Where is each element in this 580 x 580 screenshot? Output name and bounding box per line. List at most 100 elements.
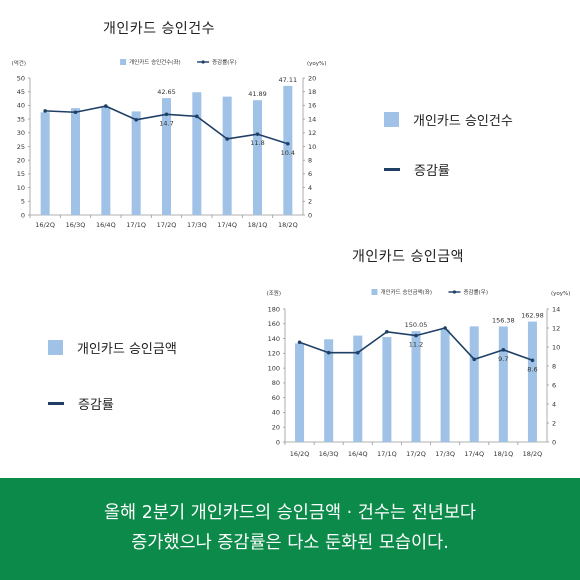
bar xyxy=(527,321,537,442)
right-tick-label: 8 xyxy=(552,362,556,370)
left-tick-label: 140 xyxy=(268,335,280,343)
bar xyxy=(71,108,80,215)
growth-rate-point xyxy=(225,137,229,141)
bar-data-label: 150.05 xyxy=(405,321,428,329)
left-tick-label: 120 xyxy=(268,350,280,358)
x-tick-label: 17/4Q xyxy=(464,450,484,458)
left-axis-unit: (억건) xyxy=(12,59,26,67)
legend-label: 개인카드 승인건수 xyxy=(413,114,513,129)
left-tick-label: 60 xyxy=(272,394,280,402)
growth-data-label: 10.4 xyxy=(281,149,295,157)
x-tick-label: 16/4Q xyxy=(96,221,116,229)
inner-legend-line-marker xyxy=(201,60,205,64)
caption-line-2: 증가했으나 증감률은 다소 둔화된 모습이다. xyxy=(131,533,449,553)
legend-item-count: 개인카드 승인건수 xyxy=(384,110,513,129)
legend-item-growth: 증감률 xyxy=(48,394,114,413)
bar xyxy=(295,343,305,442)
caption-line-1: 올해 2분기 개인카드의 승인금액 · 건수는 전년보다 xyxy=(103,503,477,523)
top-chart: (억건) (yoy%) 0 5 10 15 20 25 30 35 40 45 50 0 2 4 6 8 10 12 1… xyxy=(12,58,327,229)
growth-rate-point xyxy=(501,348,506,352)
bar xyxy=(411,331,421,442)
inner-legend-bar-label: 개인카드 승인금액(좌) xyxy=(380,288,432,296)
left-tick-label: 50 xyxy=(17,74,25,82)
caption-banner: 올해 2분기 개인카드의 승인금액 · 건수는 전년보다 증가했으나 증감률은 … xyxy=(0,478,580,580)
right-tick-label: 14 xyxy=(552,305,560,313)
right-tick-label: 20 xyxy=(308,74,316,82)
growth-rate-point xyxy=(286,141,290,146)
growth-rate-point xyxy=(104,104,108,108)
x-tick-label: 16/3Q xyxy=(319,450,339,458)
bar xyxy=(101,107,111,215)
left-tick-label: 40 xyxy=(17,102,25,110)
bar xyxy=(498,326,508,442)
legend-item-growth: 증감률 xyxy=(384,160,450,179)
growth-rate-point xyxy=(443,326,447,330)
bar xyxy=(382,337,392,442)
bar xyxy=(192,92,202,215)
right-tick-label: 10 xyxy=(308,143,316,151)
right-tick-label: 2 xyxy=(308,198,312,206)
bar xyxy=(324,339,334,442)
growth-data-label: 14.7 xyxy=(159,119,173,127)
bar-data-label: 47.11 xyxy=(279,76,298,84)
top-chart-title: 개인카드 승인건수 xyxy=(103,21,215,37)
inner-legend-bar-swatch xyxy=(120,59,127,65)
left-tick-label: 10 xyxy=(17,184,25,192)
left-tick-label: 100 xyxy=(268,364,280,372)
bar xyxy=(253,100,262,215)
legend-bar-swatch xyxy=(384,112,399,127)
left-tick-label: 30 xyxy=(17,129,25,137)
left-tick-label: 0 xyxy=(276,438,280,446)
left-tick-label: 45 xyxy=(17,88,25,96)
legend-label: 개인카드 승인금액 xyxy=(77,342,177,357)
left-tick-label: 180 xyxy=(268,305,280,313)
right-tick-label: 4 xyxy=(552,400,556,408)
growth-rate-point xyxy=(255,132,260,136)
bar xyxy=(131,111,141,215)
x-tick-label: 18/1Q xyxy=(493,450,513,458)
growth-rate-point xyxy=(43,109,47,113)
left-tick-label: 25 xyxy=(17,143,25,151)
x-tick-label: 18/2Q xyxy=(278,221,298,229)
x-tick-label: 17/3Q xyxy=(187,221,207,229)
legend-label: 증감률 xyxy=(414,164,450,179)
right-tick-label: 10 xyxy=(552,343,560,351)
x-tick-label: 16/2Q xyxy=(290,450,310,458)
right-tick-label: 0 xyxy=(552,438,556,446)
left-tick-label: 35 xyxy=(17,115,25,123)
bar-data-label: 42.65 xyxy=(157,88,176,96)
legend-bar-swatch xyxy=(48,340,63,355)
x-tick-label: 18/2Q xyxy=(523,450,543,458)
bar xyxy=(353,335,363,442)
right-tick-label: 12 xyxy=(308,129,316,137)
bottom-chart-title: 개인카드 승인금액 xyxy=(352,249,464,265)
left-tick-label: 5 xyxy=(21,198,25,206)
x-tick-label: 17/4Q xyxy=(217,221,237,229)
growth-rate-point xyxy=(472,357,477,362)
right-tick-label: 12 xyxy=(552,324,560,332)
inner-legend-bar-label: 개인카드 승인건수(좌) xyxy=(129,58,181,66)
legend-label: 증감률 xyxy=(78,398,114,413)
growth-rate-point xyxy=(297,340,302,345)
right-tick-label: 2 xyxy=(552,419,556,427)
left-axis-unit: (조원) xyxy=(267,289,281,297)
x-tick-label: 17/2Q xyxy=(406,450,426,458)
bar-data-label: 156.38 xyxy=(492,316,515,324)
inner-legend-line-label: 증감률(우) xyxy=(212,59,237,66)
right-tick-label: 18 xyxy=(308,88,316,96)
growth-rate-point xyxy=(414,333,418,338)
legend-line-swatch xyxy=(48,402,64,405)
bar xyxy=(283,85,293,215)
growth-rate-point xyxy=(385,330,389,334)
right-tick-label: 4 xyxy=(308,184,312,192)
legend-line-swatch xyxy=(384,168,400,171)
x-tick-label: 17/2Q xyxy=(157,221,177,229)
right-axis-unit: (yoy%) xyxy=(551,291,570,297)
bar-data-label: 41.89 xyxy=(248,90,267,98)
right-tick-label: 6 xyxy=(308,170,312,178)
bar xyxy=(222,96,232,215)
growth-data-label: 9.7 xyxy=(498,355,508,363)
growth-rate-point xyxy=(73,110,78,115)
left-tick-label: 15 xyxy=(17,170,25,178)
left-tick-label: 20 xyxy=(272,424,280,432)
